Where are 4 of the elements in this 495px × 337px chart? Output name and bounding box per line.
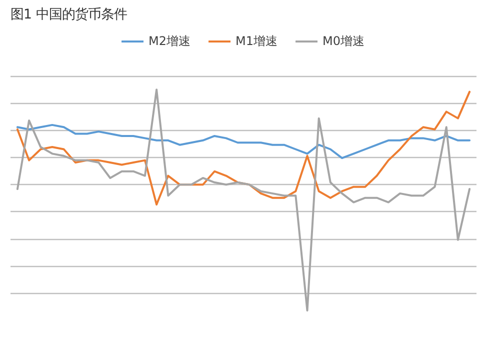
legend-label: M0增速 bbox=[322, 32, 364, 50]
legend-label: M2增速 bbox=[148, 32, 190, 50]
legend-label: M1增速 bbox=[236, 32, 278, 50]
chart-title: 图1 中国的货币条件 bbox=[10, 8, 128, 22]
